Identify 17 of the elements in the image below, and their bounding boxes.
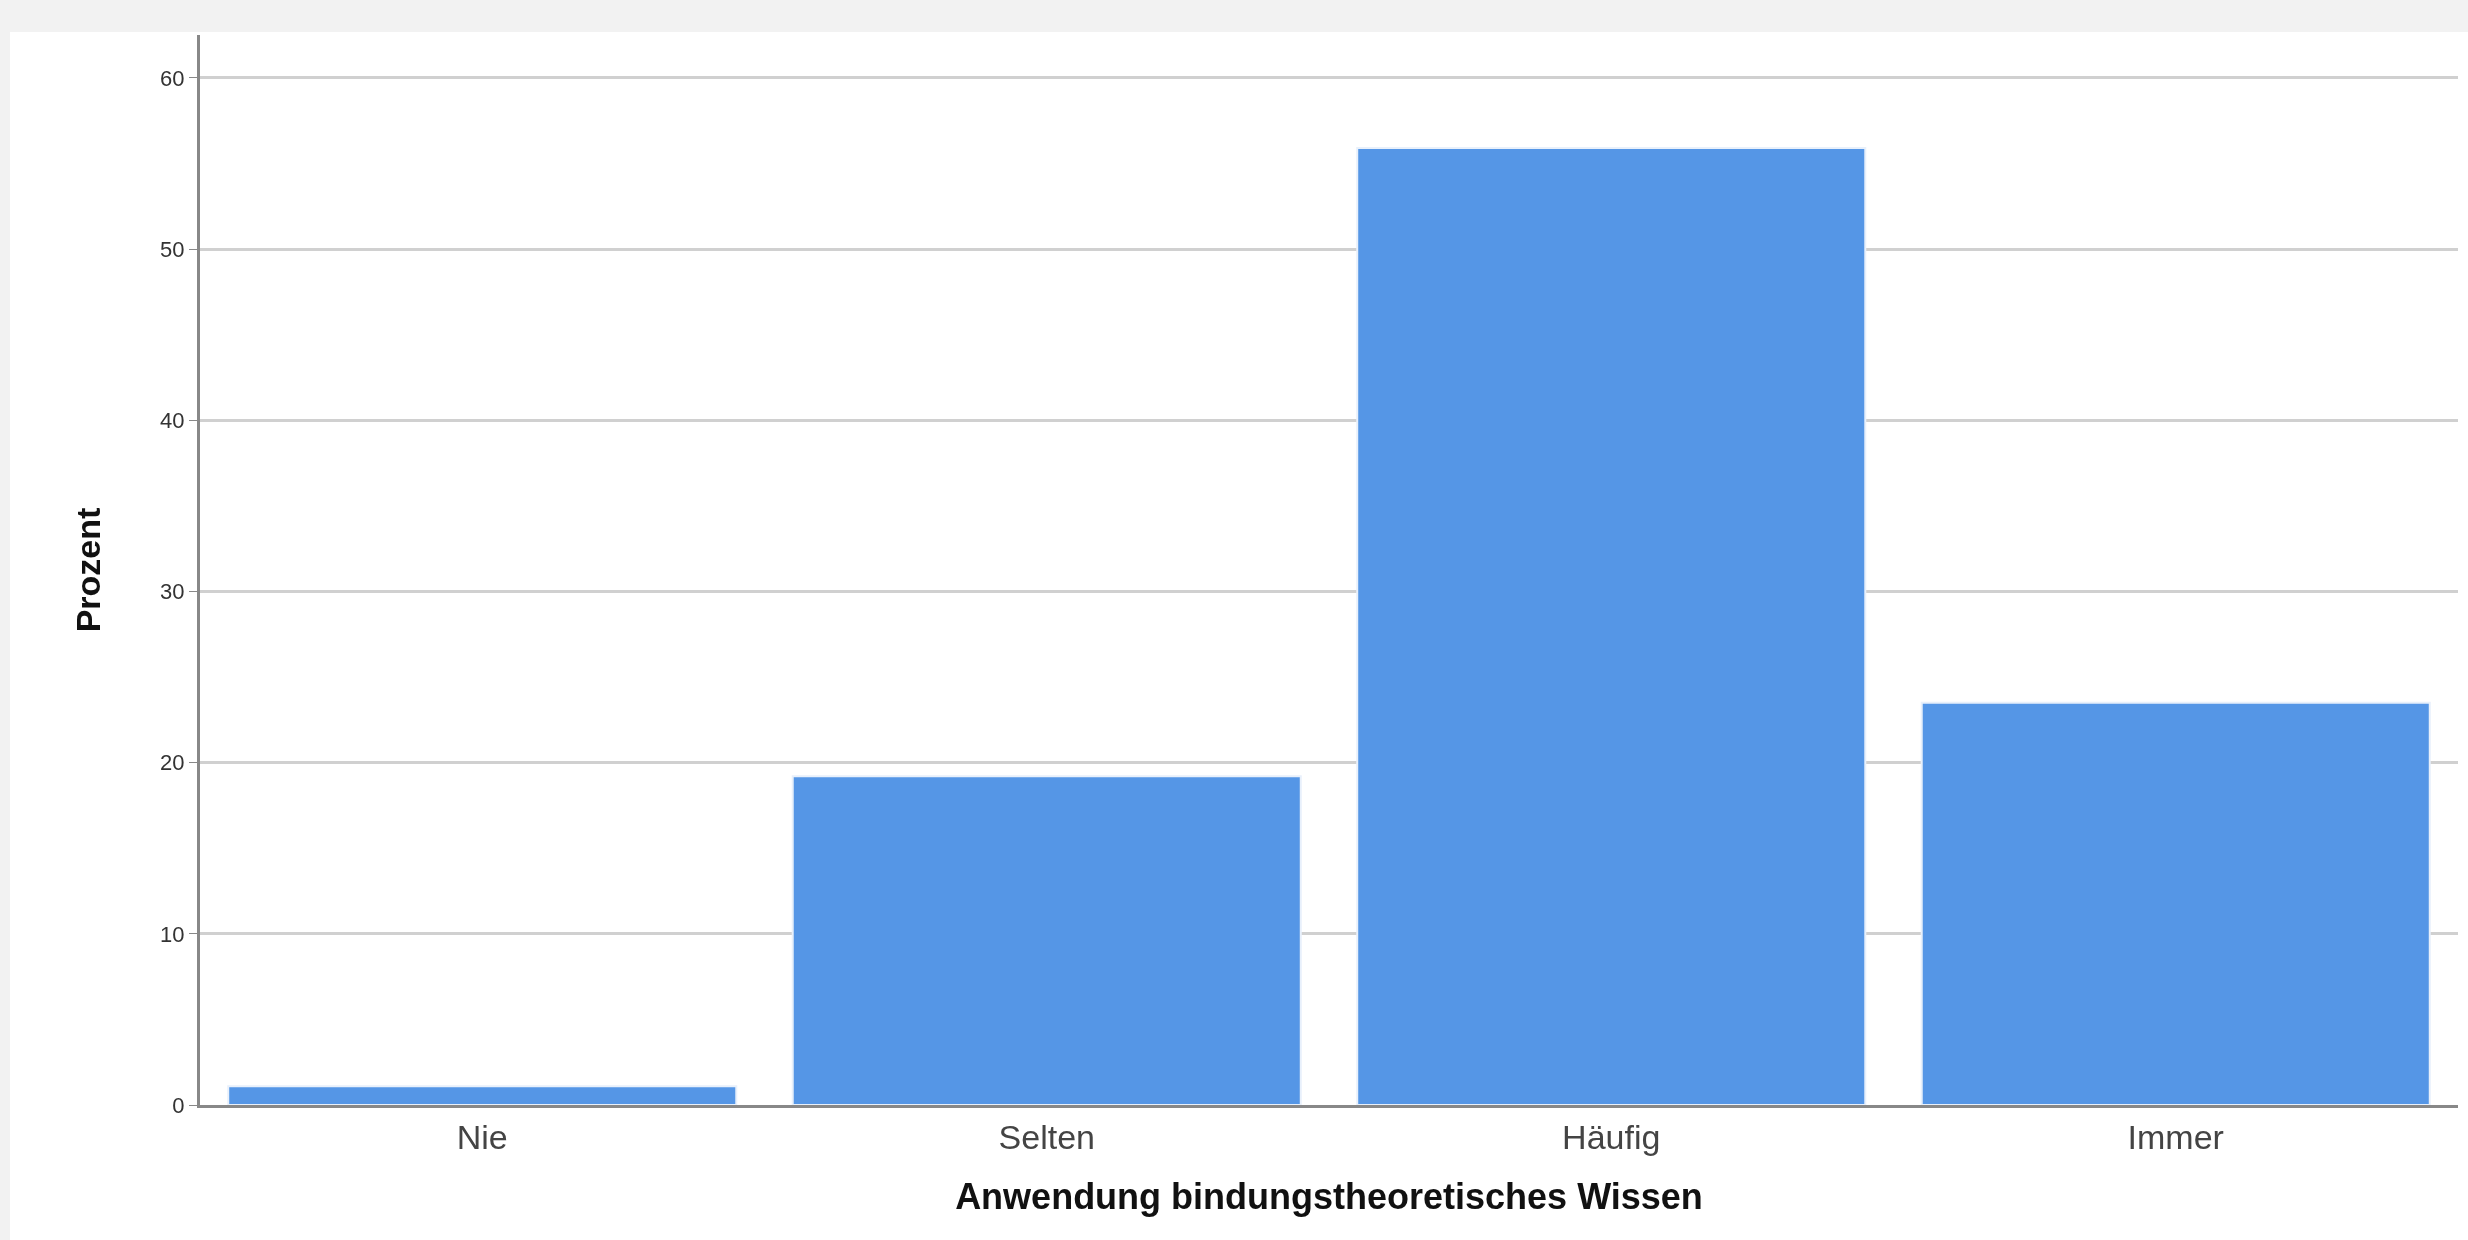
y-axis-title: Prozent: [68, 507, 107, 633]
y-tick-label: 20: [160, 750, 185, 776]
y-tick-label: 60: [160, 65, 185, 91]
x-tick-label: Häufig: [1562, 1117, 1661, 1156]
bar: [1356, 146, 1867, 1105]
bar: [791, 775, 1302, 1105]
y-tick-label: 0: [172, 1092, 185, 1118]
bar: [1920, 701, 2431, 1105]
y-tick-label: 40: [160, 407, 185, 433]
x-tick-label: Selten: [998, 1117, 1095, 1156]
y-tick-label: 10: [160, 921, 185, 947]
y-tick-label: 50: [160, 236, 185, 262]
bar: [227, 1085, 738, 1105]
x-tick-label: Nie: [456, 1117, 508, 1156]
y-tick-label: 30: [160, 579, 185, 605]
x-tick-label: Immer: [2127, 1117, 2224, 1156]
x-axis-title: Anwendung bindungstheoretisches Wissen: [955, 1176, 1703, 1218]
